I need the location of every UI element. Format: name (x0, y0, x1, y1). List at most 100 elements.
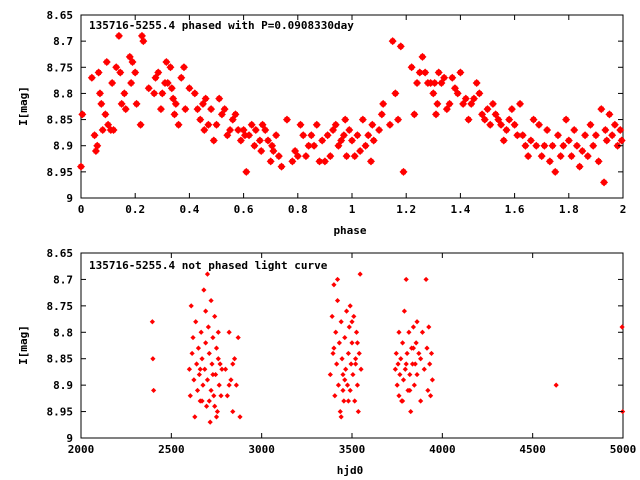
unphased-data-point (224, 393, 230, 399)
phased-data-point (207, 105, 216, 114)
phased-data-point (472, 78, 481, 87)
unphased-data-point (206, 350, 212, 357)
phased-data-point (410, 110, 419, 119)
unphased-data-point (331, 282, 337, 288)
unphased-data-point (553, 382, 559, 388)
unphased-data-point (343, 308, 350, 314)
phased-data-point (368, 120, 377, 129)
phased-data-point (456, 68, 465, 77)
unphased-data-point (208, 297, 214, 304)
unphased-data-point (219, 366, 225, 372)
phased-y-tick-label: 8.95 (47, 166, 74, 179)
phased-data-point (139, 37, 148, 46)
unphased-data-point (411, 382, 417, 388)
unphased-data-point (214, 408, 221, 415)
phased-data-point (158, 89, 167, 98)
phased-data-point (128, 58, 137, 67)
phased-data-point (112, 63, 121, 72)
phased-data-point (98, 126, 107, 135)
phased-x-tick-label: 0.6 (234, 203, 254, 216)
unphased-data-point (353, 356, 359, 362)
phased-data-point (226, 126, 235, 135)
unphased-data-point (340, 387, 346, 394)
phased-data-point (132, 99, 141, 108)
phased-data-point (90, 131, 99, 140)
phased-data-point (617, 136, 626, 145)
phased-data-point (567, 152, 576, 161)
phased-data-point (499, 136, 508, 145)
phased-data-point (234, 126, 243, 135)
phased-data-point (510, 120, 519, 129)
phased-data-point (144, 84, 153, 93)
unphased-data-point (357, 271, 363, 277)
unphased-data-point (340, 371, 346, 378)
unphased-data-point (398, 356, 404, 362)
unphased-data-point (353, 361, 359, 367)
unphased-x-axis-label: hjd0 (337, 464, 364, 477)
phased-data-point (601, 126, 610, 135)
phased-data-point (342, 152, 351, 161)
phased-data-point (369, 136, 378, 145)
phased-data-point (605, 110, 614, 119)
unphased-data-point (392, 366, 398, 372)
phased-data-point (261, 126, 270, 135)
phased-data-point (315, 157, 324, 166)
phased-data-point (304, 141, 313, 150)
unphased-data-point (345, 398, 351, 404)
unphased-data-point (416, 350, 422, 357)
phased-data-point (388, 37, 397, 46)
phased-data-point (586, 120, 595, 129)
phased-data-point (174, 120, 183, 129)
unphased-data-point (215, 356, 221, 362)
unphased-data-point (235, 334, 241, 341)
phased-data-point (277, 162, 286, 171)
phased-y-tick-label: 8.9 (53, 140, 73, 153)
unphased-data-point (230, 361, 236, 367)
unphased-data-point (349, 319, 355, 325)
phased-data-point (505, 115, 514, 124)
unphased-data-point (418, 356, 424, 362)
phased-data-point (341, 115, 350, 124)
phased-x-tick-label: 2 (620, 203, 627, 216)
unphased-data-point (397, 371, 403, 378)
phased-data-point (339, 131, 348, 140)
unphased-data-point (338, 319, 344, 325)
unphased-data-point (203, 403, 210, 409)
phased-data-point (583, 152, 592, 161)
unphased-data-point (406, 329, 412, 335)
phased-data-point (255, 136, 264, 145)
unphased-data-point (429, 377, 435, 383)
phased-data-point (597, 105, 606, 114)
unphased-data-point (199, 356, 205, 362)
unphased-y-axis-label: I[mag] (17, 325, 30, 365)
unphased-data-point (195, 345, 202, 351)
unphased-data-point (410, 345, 417, 351)
phased-data-point (461, 94, 470, 103)
phased-data-point (434, 68, 443, 77)
phased-data-point (101, 110, 110, 119)
phased-data-point (250, 141, 259, 150)
phased-data-point (269, 146, 278, 155)
unphased-data-point (334, 276, 341, 283)
phased-data-point (345, 126, 354, 135)
phased-data-point (215, 94, 224, 103)
unphased-data-point (231, 356, 238, 362)
unphased-data-point (190, 334, 196, 341)
unphased-data-point (204, 377, 211, 383)
phased-data-point (562, 115, 571, 124)
phased-data-point (121, 105, 130, 114)
unphased-data-point (194, 361, 200, 367)
phased-data-point (502, 126, 511, 135)
unphased-data-point (353, 329, 360, 335)
unphased-y-tick-label: 9 (66, 432, 73, 445)
unphased-data-point (211, 393, 217, 399)
phased-data-point (521, 141, 530, 150)
phased-data-point (209, 136, 218, 145)
phased-data-point (136, 120, 145, 129)
unphased-data-point (402, 366, 408, 372)
unphased-data-point (424, 345, 430, 351)
unphased-data-point (209, 361, 215, 367)
phased-data-point (564, 136, 573, 145)
unphased-data-point (198, 329, 204, 335)
